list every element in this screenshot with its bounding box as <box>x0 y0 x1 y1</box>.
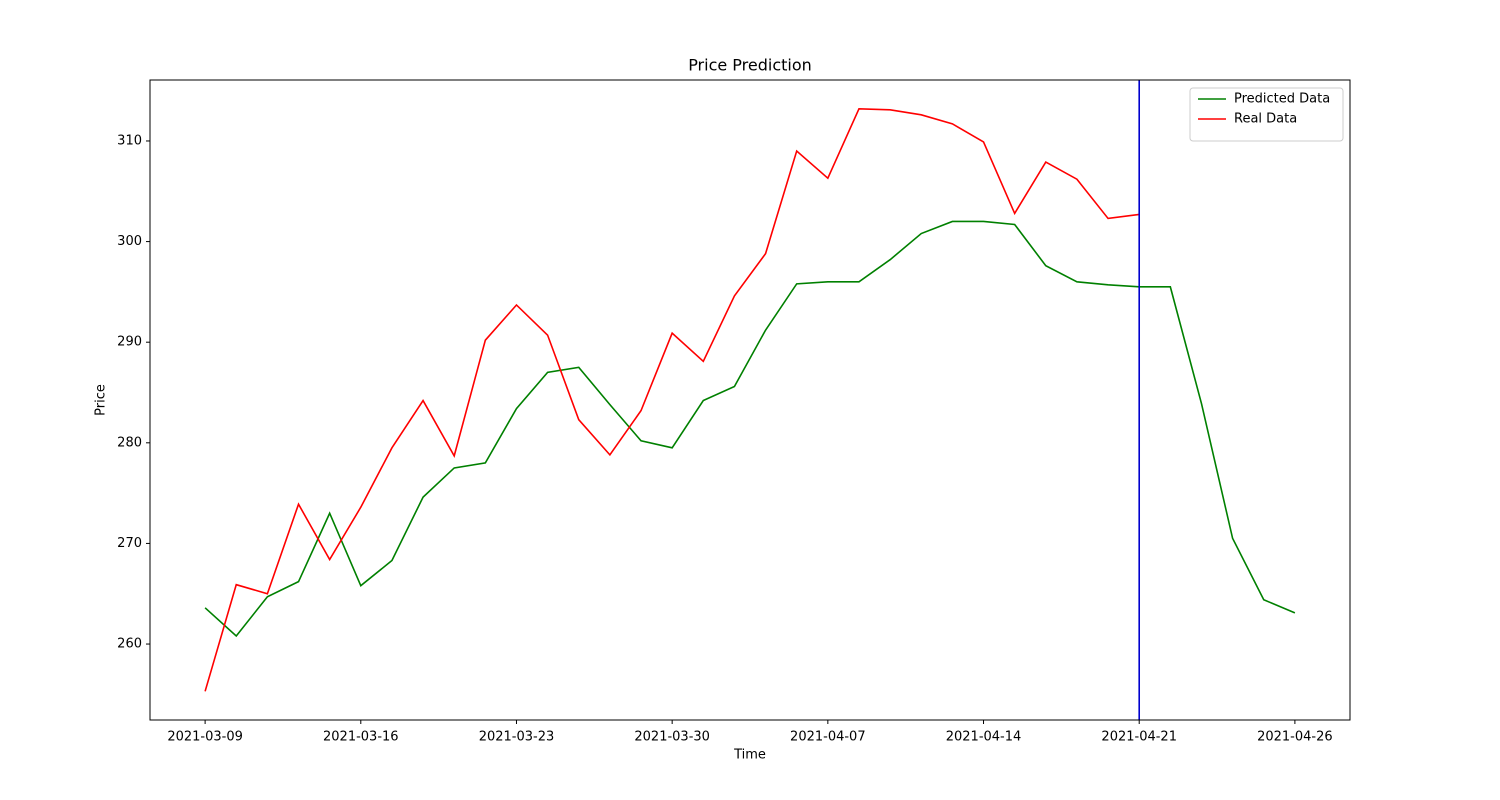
y-tick-label: 260 <box>117 637 142 652</box>
series-line <box>204 220 1296 638</box>
x-tick-label: 2021-03-23 <box>479 730 555 745</box>
y-tick-label: 280 <box>117 435 142 450</box>
y-axis-label: Price <box>94 384 109 416</box>
x-tick-label: 2021-04-14 <box>946 730 1022 745</box>
x-tick-label: 2021-04-07 <box>790 730 866 745</box>
plot-frame <box>149 79 1351 721</box>
x-tick-label: 2021-04-21 <box>1101 730 1177 745</box>
legend-label: Predicted Data <box>1234 92 1330 107</box>
x-tick-label: 2021-04-26 <box>1257 730 1333 745</box>
y-tick-label: 270 <box>117 536 142 551</box>
y-tick-label: 310 <box>117 133 142 148</box>
legend-box <box>1189 87 1344 142</box>
x-tick-label: 2021-03-09 <box>167 730 243 745</box>
y-tick-label: 290 <box>117 335 142 350</box>
legend-label: Real Data <box>1234 112 1297 127</box>
x-axis-label: Time <box>733 748 766 763</box>
chart-title: Price Prediction <box>688 56 812 75</box>
x-tick-label: 2021-03-30 <box>634 730 710 745</box>
series-line <box>204 107 1140 692</box>
x-tick-label: 2021-03-16 <box>323 730 399 745</box>
y-tick-label: 300 <box>117 234 142 249</box>
